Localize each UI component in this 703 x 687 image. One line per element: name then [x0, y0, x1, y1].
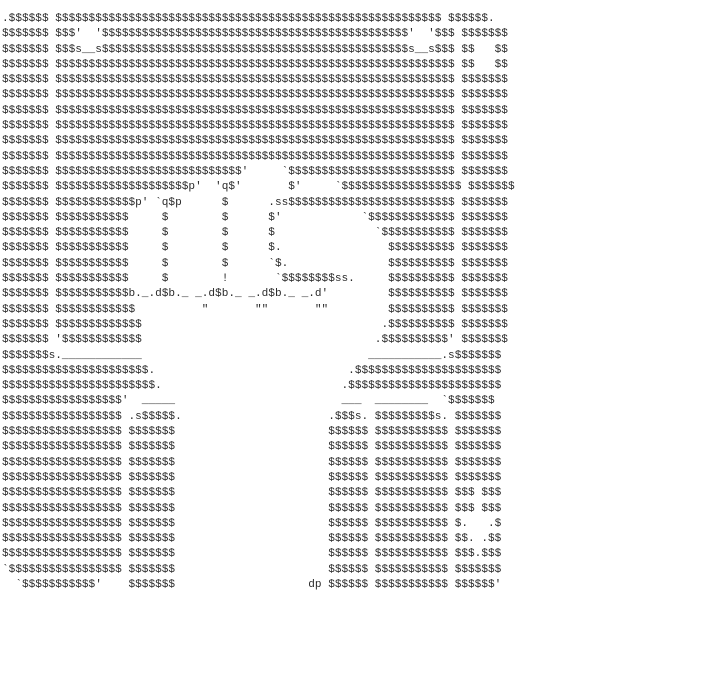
ascii-art-line: $$$$$$$ $$$$$$$$$$$$$$$$$$$$$$$$$$$$$$$$…	[2, 104, 508, 117]
ascii-art-line: $$$$$$$ $$$$$$$$$$$$$$$$$$$$$$$$$$$$$$$$…	[2, 58, 508, 71]
ascii-art-line: $$$$$$$$$$$$$$$$$$' _____ ___ ________ `…	[2, 395, 495, 408]
ascii-art-line: $$$$$$$ $$$$$$$$$$$$$$$$$$$$$$$$$$$$$$$$…	[2, 150, 508, 163]
ascii-art-line: $$$$$$$$$$$$$$$$$$ .s$$$$$. .$$$s. $$$$$…	[2, 410, 502, 423]
ascii-art-line: $$$$$$$ $$$$$$$$$$$ $ ! `$$$$$$$$ss. $$$…	[2, 273, 508, 286]
ascii-art-line: .$$$$$$ $$$$$$$$$$$$$$$$$$$$$$$$$$$$$$$$…	[2, 13, 495, 25]
ascii-art-line: $$$$$$$ $$$s__s$$$$$$$$$$$$$$$$$$$$$$$$$…	[2, 43, 508, 56]
ascii-art-line: $$$$$$$ $$$$$$$$$$$$$$$$$$$$p' 'q$' $' `…	[2, 181, 515, 194]
ascii-art-line: $$$$$$$ $$$$$$$$$$$$$$$$$$$$$$$$$$$$' `$…	[2, 165, 508, 178]
ascii-art-line: $$$$$$$$$$$$$$$$$$ $$$$$$$ $$$$$$ $$$$$$…	[2, 548, 502, 561]
ascii-art-line: `$$$$$$$$$$$$$$$$$ $$$$$$$ $$$$$$ $$$$$$…	[2, 563, 502, 576]
ascii-art-line: $$$$$$$ $$$$$$$$$$$$$$$$$$$$$$$$$$$$$$$$…	[2, 89, 508, 102]
ascii-art-line: $$$$$$$$$$$$$$$$$$ $$$$$$$ $$$$$$ $$$$$$…	[2, 517, 502, 530]
ascii-art-line: `$$$$$$$$$$$' $$$$$$$ dp $$$$$$ $$$$$$$$…	[2, 578, 502, 591]
ascii-art-line: $$$$$$$ $$$$$$$$$$$$$ .$$$$$$$$$$ $$$$$$…	[2, 318, 508, 331]
ascii-art-line: $$$$$$$$$$$$$$$$$$$$$$. .$$$$$$$$$$$$$$$…	[2, 364, 502, 377]
ascii-art-line: $$$$$$$ $$$$$$$$$$$ $ $ $ `$$$$$$$$$$$ $…	[2, 227, 508, 240]
ascii-art: .$$$$$$ $$$$$$$$$$$$$$$$$$$$$$$$$$$$$$$$…	[2, 12, 515, 593]
ascii-art-line: $$$$$$$ '$$$$$$$$$$$$ .$$$$$$$$$$' $$$$$…	[2, 334, 508, 347]
ascii-art-line: $$$$$$$$$$$$$$$$$$ $$$$$$$ $$$$$$ $$$$$$…	[2, 441, 502, 454]
ascii-art-line: $$$$$$$$$$$$$$$$$$ $$$$$$$ $$$$$$ $$$$$$…	[2, 456, 502, 469]
ascii-art-line: $$$$$$$$$$$$$$$$$$ $$$$$$$ $$$$$$ $$$$$$…	[2, 471, 502, 484]
ascii-art-line: $$$$$$$ $$$$$$$$$$$ $ $ $. $$$$$$$$$$ $$…	[2, 242, 508, 255]
ascii-art-line: $$$$$$$ $$$' '$$$$$$$$$$$$$$$$$$$$$$$$$$…	[2, 28, 508, 41]
ascii-art-line: $$$$$$$ $$$$$$$$$$$$ " "" "" $$$$$$$$$$ …	[2, 303, 508, 316]
ascii-art-line: $$$$$$$ $$$$$$$$$$$ $ $ `$. $$$$$$$$$$ $…	[2, 257, 508, 270]
ascii-art-line: $$$$$$$s.____________ ___________.s$$$$$…	[2, 349, 502, 362]
ascii-art-line: $$$$$$$ $$$$$$$$$$$$$$$$$$$$$$$$$$$$$$$$…	[2, 74, 508, 87]
ascii-art-line: $$$$$$$ $$$$$$$$$$$b._.d$b._ _.d$b._ _.d…	[2, 288, 508, 301]
ascii-art-line: $$$$$$$ $$$$$$$$$$$$$$$$$$$$$$$$$$$$$$$$…	[2, 135, 508, 148]
ascii-art-line: $$$$$$$$$$$$$$$$$$ $$$$$$$ $$$$$$ $$$$$$…	[2, 502, 502, 515]
ascii-art-line: $$$$$$$$$$$$$$$$$$ $$$$$$$ $$$$$$ $$$$$$…	[2, 487, 502, 500]
ascii-art-line: $$$$$$$$$$$$$$$$$$ $$$$$$$ $$$$$$ $$$$$$…	[2, 426, 502, 439]
ascii-art-line: $$$$$$$ $$$$$$$$$$$$p' `q$p $ .ss$$$$$$$…	[2, 196, 508, 209]
ascii-art-line: $$$$$$$$$$$$$$$$$$ $$$$$$$ $$$$$$ $$$$$$…	[2, 533, 502, 546]
ascii-art-line: $$$$$$$$$$$$$$$$$$$$$$$. .$$$$$$$$$$$$$$…	[2, 380, 502, 393]
ascii-art-line: $$$$$$$ $$$$$$$$$$$$$$$$$$$$$$$$$$$$$$$$…	[2, 120, 508, 133]
ascii-art-line: $$$$$$$ $$$$$$$$$$$ $ $ $' `$$$$$$$$$$$$…	[2, 211, 508, 224]
